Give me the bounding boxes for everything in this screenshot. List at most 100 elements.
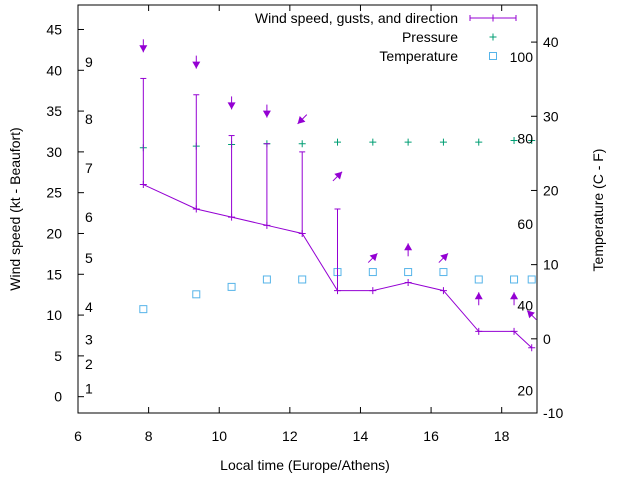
pressure-point bbox=[334, 138, 342, 146]
fahrenheit-label: 40 bbox=[517, 297, 533, 313]
x-tick-label: 8 bbox=[145, 428, 153, 444]
y-tick-label: 40 bbox=[46, 62, 62, 78]
wind-direction-arrow bbox=[262, 104, 271, 118]
x-tick-label: 12 bbox=[282, 428, 298, 444]
wind-speed-point bbox=[475, 327, 483, 335]
fahrenheit-label: 80 bbox=[517, 131, 533, 147]
wind-speed-point bbox=[528, 344, 536, 352]
legend: Wind speed, gusts, and direction Pressure… bbox=[255, 10, 517, 64]
wind-speed-point bbox=[404, 278, 412, 286]
wind-direction-arrow bbox=[404, 243, 413, 257]
x-tick-label: 18 bbox=[494, 428, 510, 444]
temperature-point bbox=[404, 268, 413, 277]
legend-marker bbox=[489, 33, 497, 41]
beaufort-label: 4 bbox=[85, 299, 93, 315]
y-tick-label: 45 bbox=[46, 21, 62, 37]
arrow-head bbox=[474, 292, 483, 300]
pressure-point bbox=[298, 140, 306, 148]
fahrenheit-label: 100 bbox=[510, 49, 534, 65]
wind-speed-point bbox=[263, 221, 271, 229]
beaufort-label: 6 bbox=[85, 209, 93, 225]
y2-tick-label: 0 bbox=[543, 331, 551, 347]
legend-marker bbox=[489, 52, 497, 60]
x-axis-label: Local time (Europe/Athens) bbox=[220, 457, 390, 473]
wind-speed-point bbox=[139, 181, 147, 189]
arrow-head bbox=[262, 110, 271, 118]
axes-layer: 6 8 10 12 14 16 18051015202530354045-100102030… bbox=[46, 5, 563, 444]
beaufort-label: 5 bbox=[85, 250, 93, 266]
temperature-point bbox=[439, 268, 448, 277]
x-tick-label: 16 bbox=[423, 428, 439, 444]
pressure-point bbox=[510, 136, 518, 144]
arrow-head bbox=[369, 253, 378, 262]
plot-frame bbox=[77, 4, 538, 414]
wind-speed-point bbox=[510, 327, 518, 335]
y-tick-label: 35 bbox=[46, 103, 62, 119]
fahrenheit-label: 60 bbox=[517, 216, 533, 232]
pressure-point bbox=[404, 138, 412, 146]
y-tick-label: 10 bbox=[46, 307, 62, 323]
series-layer bbox=[139, 77, 536, 352]
y2-tick-label: 30 bbox=[543, 108, 559, 124]
wind-direction-arrow bbox=[332, 171, 343, 182]
pressure-point bbox=[439, 138, 447, 146]
y-axis-label: Wind speed (kt - Beaufort) bbox=[7, 127, 23, 290]
y2-tick-label: 20 bbox=[543, 182, 559, 198]
arrow-head bbox=[527, 310, 535, 319]
beaufort-label: 1 bbox=[85, 381, 93, 397]
annotation-layer: 1 2 3 4 5 6 7 8 9 20 40 60 80 100 bbox=[85, 39, 537, 399]
wind-direction-arrow bbox=[526, 310, 537, 321]
wind-direction-arrow bbox=[139, 39, 148, 53]
arrow-head bbox=[510, 292, 519, 300]
temperature-point bbox=[474, 275, 483, 284]
arrow-head bbox=[139, 45, 148, 53]
legend-label: Wind speed, gusts, and direction bbox=[255, 10, 458, 26]
arrow-head bbox=[192, 61, 201, 69]
temperature-point bbox=[192, 290, 201, 299]
wind-direction-arrow bbox=[438, 253, 449, 263]
y-tick-label: 5 bbox=[54, 348, 62, 364]
arrow-head bbox=[334, 171, 343, 180]
wind-direction-arrow bbox=[192, 55, 201, 69]
wind-direction-arrow bbox=[227, 96, 236, 110]
y2-tick-label: 40 bbox=[543, 34, 559, 50]
wind-direction-arrow bbox=[474, 292, 483, 306]
wind-speed-point bbox=[334, 287, 342, 295]
legend-label: Temperature bbox=[379, 48, 458, 64]
beaufort-label: 8 bbox=[85, 111, 93, 127]
beaufort-label: 2 bbox=[85, 356, 93, 372]
y2-axis-label: Temperature (C - F) bbox=[590, 149, 606, 272]
x-tick-label: 10 bbox=[211, 428, 227, 444]
beaufort-label: 7 bbox=[85, 160, 93, 176]
pressure-point bbox=[528, 136, 536, 144]
temperature-point bbox=[227, 282, 236, 291]
wind-speed-point bbox=[298, 229, 306, 237]
wind-speed-point bbox=[439, 287, 447, 295]
arrow-head bbox=[227, 102, 236, 110]
y-tick-label: 20 bbox=[46, 225, 62, 241]
arrow-head bbox=[404, 243, 413, 251]
y-tick-label: 15 bbox=[46, 266, 62, 282]
beaufort-label: 9 bbox=[85, 54, 93, 70]
arrow-head bbox=[440, 253, 449, 262]
wind-speed-point bbox=[228, 213, 236, 221]
pressure-point bbox=[369, 138, 377, 146]
temperature-point bbox=[368, 268, 377, 277]
y2-tick-label: -10 bbox=[543, 405, 563, 421]
y-tick-label: 30 bbox=[46, 144, 62, 160]
arrow-head bbox=[297, 116, 306, 124]
wind-direction-arrow bbox=[297, 114, 308, 125]
x-tick-label: 6 bbox=[74, 428, 82, 444]
y-tick-label: 25 bbox=[46, 185, 62, 201]
beaufort-label: 3 bbox=[85, 332, 93, 348]
temperature-point bbox=[298, 275, 307, 284]
temperature-point bbox=[510, 275, 519, 284]
legend-label: Pressure bbox=[402, 29, 458, 45]
pressure-point bbox=[475, 138, 483, 146]
y-tick-label: 0 bbox=[54, 389, 62, 405]
fahrenheit-label: 20 bbox=[517, 383, 533, 399]
legend-marker bbox=[469, 14, 517, 22]
wind-direction-arrow bbox=[367, 253, 378, 263]
wind-direction-arrow bbox=[510, 292, 519, 306]
